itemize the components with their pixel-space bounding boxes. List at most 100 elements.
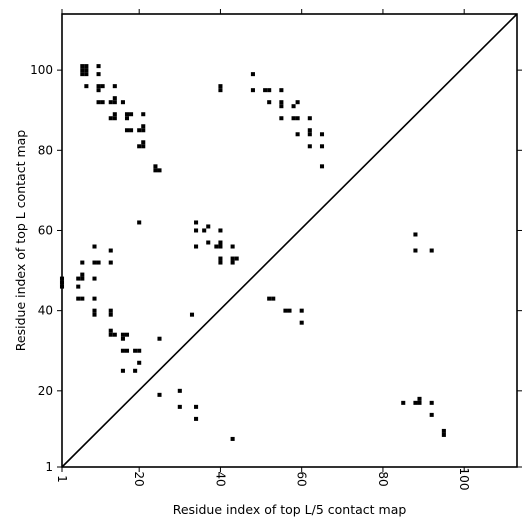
data-point xyxy=(96,84,101,89)
data-point xyxy=(202,228,207,233)
data-point xyxy=(299,308,304,313)
data-point xyxy=(84,84,89,89)
data-point xyxy=(307,116,312,121)
data-point xyxy=(429,248,434,253)
data-point xyxy=(137,348,142,353)
plot-frame xyxy=(61,13,518,468)
data-point xyxy=(100,100,105,105)
data-point xyxy=(234,256,239,261)
data-point xyxy=(230,256,235,261)
data-point xyxy=(230,436,235,441)
y-axis-label: Residue index of top L contact map xyxy=(13,130,28,351)
data-point xyxy=(279,88,284,93)
data-point xyxy=(120,336,125,341)
data-point xyxy=(141,124,146,129)
data-point xyxy=(177,388,182,393)
data-point xyxy=(108,260,113,265)
data-point xyxy=(283,308,288,313)
data-point xyxy=(141,140,146,145)
data-point xyxy=(319,132,325,137)
data-point xyxy=(194,404,199,409)
x-tick-label: 80 xyxy=(376,471,390,486)
y-tick-label: 100 xyxy=(30,63,53,77)
data-point xyxy=(80,68,85,73)
data-point xyxy=(80,72,85,77)
data-point xyxy=(112,100,117,105)
data-point xyxy=(194,220,199,225)
data-point xyxy=(80,260,85,265)
data-point xyxy=(120,100,125,105)
data-point xyxy=(214,244,219,249)
data-point xyxy=(295,116,300,121)
data-point xyxy=(429,400,434,405)
data-points xyxy=(59,64,446,441)
data-point xyxy=(287,308,292,313)
data-point xyxy=(319,164,325,169)
data-point xyxy=(124,332,130,337)
data-point xyxy=(307,128,312,133)
data-point xyxy=(108,312,113,317)
data-point xyxy=(153,164,158,169)
y-tick-label: 60 xyxy=(38,223,53,237)
data-point xyxy=(218,228,223,233)
data-point xyxy=(80,276,85,281)
data-point xyxy=(279,104,284,109)
data-point xyxy=(267,88,272,93)
data-point xyxy=(112,116,117,121)
data-point xyxy=(108,308,113,313)
data-point xyxy=(108,332,113,337)
data-point xyxy=(194,416,199,421)
data-point xyxy=(124,348,130,353)
data-point xyxy=(129,128,134,133)
data-point xyxy=(271,296,276,301)
data-point xyxy=(141,128,146,133)
data-point xyxy=(295,132,300,137)
data-point xyxy=(319,144,325,149)
data-point xyxy=(250,72,255,77)
data-point xyxy=(263,88,268,93)
data-point xyxy=(80,296,85,301)
x-tick-label: 100 xyxy=(457,468,471,491)
data-point xyxy=(96,64,101,69)
data-point xyxy=(112,332,117,337)
data-point xyxy=(96,100,101,105)
data-point xyxy=(189,312,195,317)
data-point xyxy=(413,400,418,405)
data-point xyxy=(218,88,223,93)
data-point xyxy=(291,104,296,109)
x-axis-label: Residue index of top L/5 contact map xyxy=(173,502,407,517)
data-point xyxy=(417,396,422,401)
data-point xyxy=(206,224,211,229)
data-point xyxy=(80,64,85,69)
data-point xyxy=(137,144,142,149)
data-point xyxy=(267,100,272,105)
data-point xyxy=(250,88,255,93)
data-point xyxy=(133,348,138,353)
data-point xyxy=(218,260,223,265)
data-point xyxy=(441,432,446,437)
data-point xyxy=(96,260,101,265)
data-point xyxy=(307,144,312,149)
data-point xyxy=(108,116,113,121)
data-point xyxy=(307,132,312,137)
data-point xyxy=(120,332,125,337)
data-point xyxy=(279,116,284,121)
data-point xyxy=(141,144,146,149)
data-point xyxy=(291,116,296,121)
data-point xyxy=(112,112,117,117)
x-tick-label: 20 xyxy=(132,471,146,486)
data-point xyxy=(108,100,113,105)
data-point xyxy=(299,320,304,325)
x-tick-label: 40 xyxy=(213,471,227,486)
data-point xyxy=(279,100,284,105)
data-point xyxy=(218,240,223,245)
data-point xyxy=(96,88,101,93)
data-point xyxy=(120,368,125,373)
data-point xyxy=(84,64,89,69)
data-point xyxy=(96,72,101,77)
data-point xyxy=(76,284,81,289)
data-point xyxy=(92,260,97,265)
diagonal-line xyxy=(61,13,518,468)
